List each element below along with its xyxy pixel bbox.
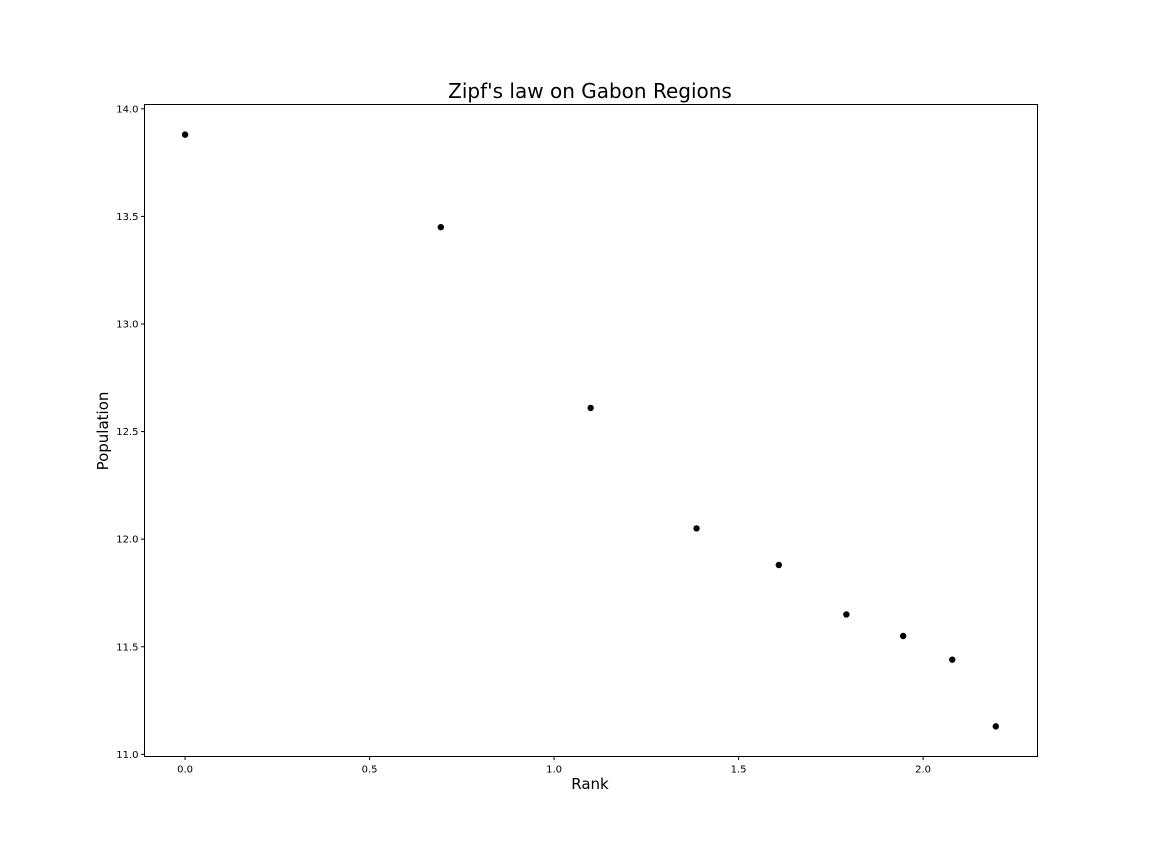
x-axis-title: Rank <box>571 775 609 793</box>
data-point <box>899 632 907 640</box>
data-point <box>693 525 700 532</box>
y-tick-label: 11.0 <box>116 750 138 761</box>
y-axis: 11.0 11.5 12.0 12.5 13.0 13.5 14.0 <box>116 104 145 761</box>
data-point <box>949 656 956 663</box>
y-tick-label: 12.0 <box>116 535 138 546</box>
x-tick-label: 2.0 <box>915 765 931 776</box>
y-axis-title: Population <box>94 392 112 471</box>
x-axis: 0.0 0.5 1.0 1.5 2.0 <box>177 756 931 776</box>
y-tick-label: 11.5 <box>116 642 138 653</box>
data-point <box>775 561 783 569</box>
y-tick-label: 13.0 <box>116 319 138 330</box>
data-point <box>181 131 189 138</box>
x-tick-label: 0.5 <box>362 765 378 776</box>
x-tick-label: 0.0 <box>177 765 193 776</box>
data-point <box>843 611 850 618</box>
x-tick-label: 1.0 <box>546 765 562 776</box>
data-point <box>437 223 445 231</box>
y-tick-label: 14.0 <box>116 104 138 115</box>
data-points <box>181 131 1000 730</box>
x-tick-label: 1.5 <box>731 765 747 776</box>
data-point <box>587 404 594 412</box>
plot-frame <box>144 104 1038 757</box>
chart-title: Zipf's law on Gabon Regions <box>448 79 732 103</box>
y-tick-label: 13.5 <box>116 212 138 223</box>
data-point <box>992 723 1000 730</box>
y-tick-label: 12.5 <box>116 427 138 438</box>
